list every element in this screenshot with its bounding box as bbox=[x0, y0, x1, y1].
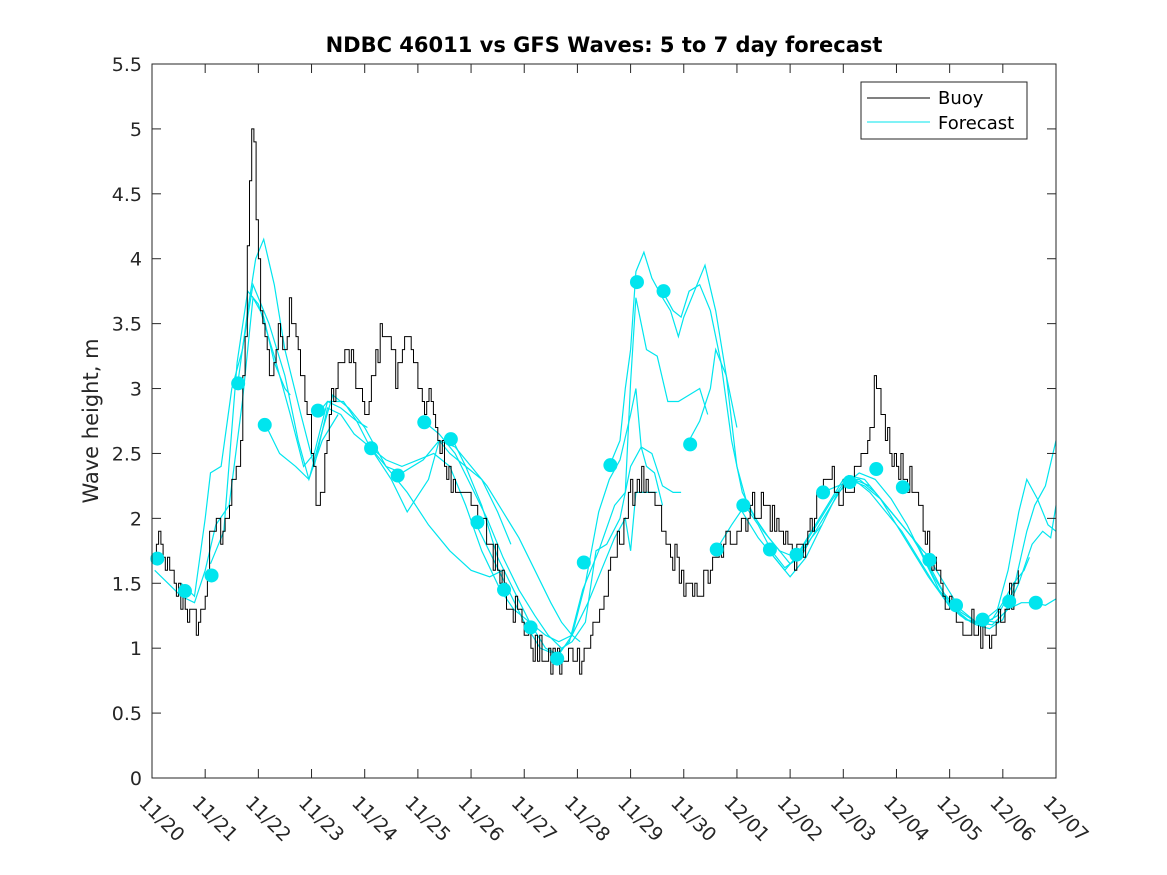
forecast-marker bbox=[762, 542, 777, 557]
forecast-line bbox=[981, 598, 1057, 623]
forecast-marker bbox=[736, 498, 751, 513]
forecast-marker bbox=[470, 515, 485, 530]
y-tick-label: 2 bbox=[130, 508, 142, 530]
buoy-series-group bbox=[152, 128, 1019, 675]
forecast-marker bbox=[550, 651, 565, 666]
forecast-line bbox=[369, 446, 658, 643]
forecast-marker bbox=[497, 582, 512, 597]
y-tick-label: 0 bbox=[130, 768, 142, 790]
forecast-marker bbox=[869, 462, 884, 477]
y-tick-label: 1 bbox=[130, 638, 142, 660]
forecast-marker bbox=[683, 437, 698, 452]
forecast-marker bbox=[150, 551, 165, 566]
forecast-marker bbox=[789, 547, 804, 562]
chart-title: NDBC 46011 vs GFS Waves: 5 to 7 day fore… bbox=[326, 33, 883, 57]
y-tick-label: 1.5 bbox=[112, 573, 142, 595]
y-axis-ticks: 0 0.5 1 1.5 2 2.5 3 3.5 4 4.5 5 5.5 bbox=[112, 54, 1056, 790]
legend: Buoy Forecast bbox=[860, 81, 1028, 140]
forecast-marker bbox=[922, 552, 937, 567]
legend-forecast-label: Forecast bbox=[938, 113, 1014, 134]
forecast-line bbox=[848, 440, 1057, 630]
y-tick-label: 4 bbox=[130, 249, 142, 271]
forecast-marker bbox=[975, 612, 990, 627]
forecast-line bbox=[608, 250, 738, 467]
plot-area bbox=[152, 64, 1056, 778]
legend-box bbox=[860, 81, 1028, 140]
axes-box bbox=[151, 63, 1057, 779]
forecast-marker bbox=[443, 432, 458, 447]
forecast-marker bbox=[816, 485, 831, 500]
forecast-line bbox=[263, 393, 504, 578]
forecast-marker bbox=[1002, 594, 1017, 609]
forecast-marker bbox=[364, 441, 379, 456]
y-tick-label: 4.5 bbox=[112, 184, 142, 206]
buoy-line bbox=[152, 128, 1019, 675]
y-axis-label: Wave height, m bbox=[79, 338, 103, 503]
forecast-marker bbox=[842, 475, 857, 490]
forecast-marker bbox=[523, 620, 538, 635]
y-tick-label: 0.5 bbox=[112, 703, 142, 725]
forecast-marker bbox=[417, 415, 432, 430]
y-tick-label: 2.5 bbox=[112, 443, 142, 465]
legend-buoy-label: Buoy bbox=[938, 88, 984, 109]
forecast-marker bbox=[231, 376, 246, 391]
forecast-marker bbox=[629, 275, 644, 290]
forecast-line bbox=[236, 237, 512, 545]
y-tick-label: 3 bbox=[130, 379, 142, 401]
y-tick-label: 5 bbox=[130, 119, 142, 141]
forecast-marker bbox=[257, 417, 272, 432]
forecast-marker bbox=[177, 584, 192, 599]
forecast-marker bbox=[576, 555, 591, 570]
forecast-line bbox=[316, 400, 581, 643]
forecast-marker bbox=[895, 480, 910, 495]
forecast-marker bbox=[709, 542, 724, 557]
forecast-marker bbox=[204, 568, 219, 583]
forecast-marker bbox=[310, 403, 325, 418]
forecast-marker bbox=[1028, 595, 1043, 610]
y-tick-label: 3.5 bbox=[112, 314, 142, 336]
forecast-markers-group bbox=[150, 275, 1043, 666]
forecast-marker bbox=[603, 458, 618, 473]
forecast-line bbox=[422, 420, 682, 649]
forecast-marker bbox=[949, 598, 964, 613]
forecast-line bbox=[209, 289, 368, 565]
y-tick-label: 5.5 bbox=[112, 54, 142, 76]
forecast-marker bbox=[656, 284, 671, 299]
forecast-marker bbox=[390, 468, 405, 483]
